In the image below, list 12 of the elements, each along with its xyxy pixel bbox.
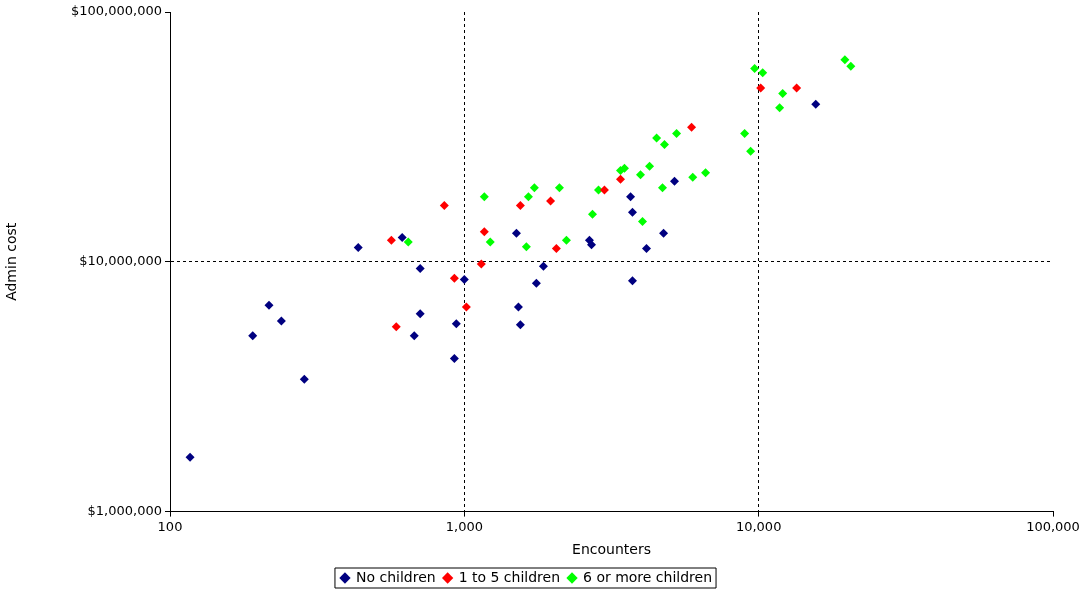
x-tick-label: 100 <box>157 518 183 534</box>
y-tick-label: $100,000,000 <box>71 3 162 19</box>
legend-label: No children <box>355 568 436 585</box>
y-tick-label: $1,000,000 <box>87 502 162 518</box>
x-tick-label: 100,000 <box>1026 518 1080 534</box>
legend-label: 1 to 5 children <box>458 568 561 585</box>
y-tick-label: $10,000,000 <box>79 253 162 269</box>
legend-label: 6 or more children <box>583 568 713 585</box>
x-axis-title: Encounters <box>572 541 651 558</box>
y-axis-title: Admin cost <box>3 222 20 301</box>
x-tick-label: 10,000 <box>735 518 782 534</box>
x-tick-label: 1,000 <box>445 518 483 534</box>
